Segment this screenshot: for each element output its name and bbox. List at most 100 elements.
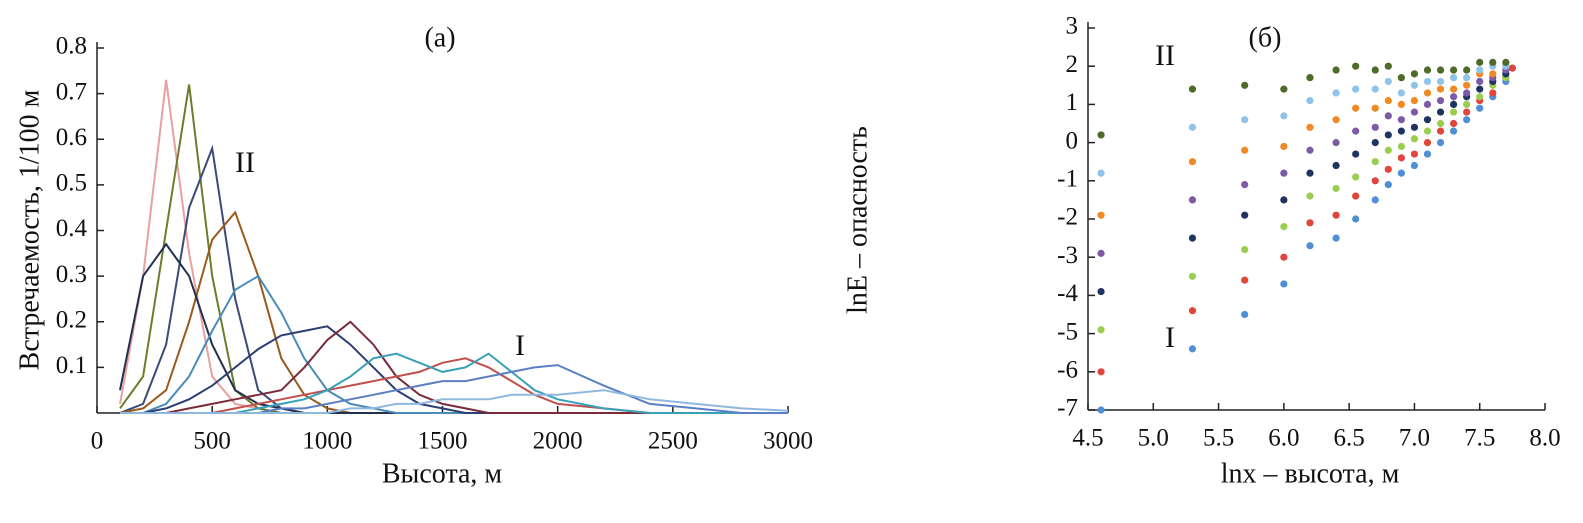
y-tick-label: 0.8	[56, 33, 87, 60]
y-tick-label: 3	[1066, 13, 1079, 40]
point	[1410, 135, 1419, 143]
point	[1423, 89, 1432, 97]
point	[1397, 100, 1405, 108]
point	[1352, 173, 1360, 181]
point	[1436, 96, 1445, 105]
y-tick-label: -3	[1057, 242, 1078, 269]
point	[1332, 89, 1340, 97]
point	[1436, 66, 1445, 74]
point	[1476, 104, 1484, 112]
point	[1097, 287, 1105, 296]
point	[1410, 108, 1419, 116]
x-tick-label: 7.0	[1399, 425, 1430, 452]
point	[1384, 96, 1392, 105]
x-tick-label: 8.0	[1529, 425, 1560, 452]
annotation: II	[235, 146, 255, 179]
point	[1450, 100, 1458, 108]
point	[1489, 70, 1497, 78]
point	[1332, 116, 1340, 124]
point	[1463, 89, 1471, 97]
point	[1489, 89, 1497, 97]
point	[1384, 131, 1392, 139]
point	[1436, 85, 1445, 93]
point	[1241, 146, 1249, 154]
density-curve	[120, 389, 789, 414]
annotation: II	[1155, 39, 1175, 72]
point	[1397, 74, 1405, 82]
point	[1371, 66, 1379, 74]
point	[1352, 192, 1360, 200]
density-curve	[119, 242, 788, 414]
x-tick-label: 4.5	[1072, 425, 1103, 452]
point	[1450, 127, 1458, 135]
point	[1410, 96, 1419, 105]
point	[1306, 169, 1314, 177]
y-tick-label: -7	[1057, 395, 1078, 422]
point	[1306, 242, 1314, 250]
point	[1450, 108, 1458, 116]
point	[1423, 127, 1432, 135]
point	[1463, 81, 1471, 89]
point	[1463, 108, 1471, 116]
y-tick-label: -1	[1057, 166, 1078, 193]
point	[1332, 66, 1340, 74]
point	[1097, 131, 1105, 139]
point	[1476, 93, 1484, 101]
point	[1384, 77, 1392, 86]
x-tick-label: 5.5	[1203, 425, 1234, 452]
point	[1097, 368, 1105, 376]
point	[1450, 119, 1458, 128]
point	[1436, 108, 1445, 116]
point	[1352, 215, 1360, 223]
point	[1423, 100, 1432, 108]
point	[1371, 139, 1379, 147]
point	[1436, 127, 1445, 135]
point	[1352, 62, 1360, 70]
point	[1423, 139, 1432, 147]
y-axis-label: lnE – опасность	[842, 126, 873, 314]
point	[1306, 192, 1314, 200]
point	[1436, 77, 1445, 86]
point	[1450, 74, 1458, 82]
x-tick-label: 1500	[418, 428, 468, 455]
point	[1397, 142, 1405, 151]
point	[1280, 112, 1288, 120]
point	[1423, 66, 1432, 74]
point	[1384, 62, 1392, 70]
annotation: I	[515, 329, 525, 362]
point	[1188, 158, 1197, 166]
point	[1436, 139, 1445, 147]
point	[1241, 116, 1249, 124]
point	[1332, 161, 1340, 170]
x-tick-label: 2500	[648, 428, 698, 455]
point	[1423, 116, 1432, 124]
y-tick-label: 0.3	[56, 261, 87, 288]
density-curve	[119, 144, 788, 414]
y-tick-label: 0.5	[56, 170, 87, 197]
point	[1241, 276, 1249, 284]
point	[1188, 123, 1197, 131]
point	[1384, 181, 1392, 189]
point	[1241, 211, 1249, 219]
point	[1423, 150, 1432, 158]
chart-title: (б)	[1249, 22, 1282, 53]
point	[1508, 64, 1516, 72]
point	[1463, 100, 1471, 108]
point	[1306, 146, 1314, 154]
point	[1436, 119, 1445, 128]
point	[1371, 196, 1379, 204]
y-tick-label: -6	[1057, 357, 1078, 384]
point	[1384, 165, 1392, 173]
point	[1188, 85, 1197, 93]
point	[1306, 123, 1314, 131]
point	[1397, 154, 1405, 162]
annotation: I	[1165, 321, 1175, 354]
chart-title: (а)	[424, 22, 455, 53]
point	[1188, 272, 1197, 280]
point	[1188, 345, 1197, 353]
point	[1332, 139, 1340, 147]
point	[1241, 81, 1249, 89]
point	[1371, 177, 1379, 185]
y-tick-label: 0	[1066, 127, 1079, 154]
